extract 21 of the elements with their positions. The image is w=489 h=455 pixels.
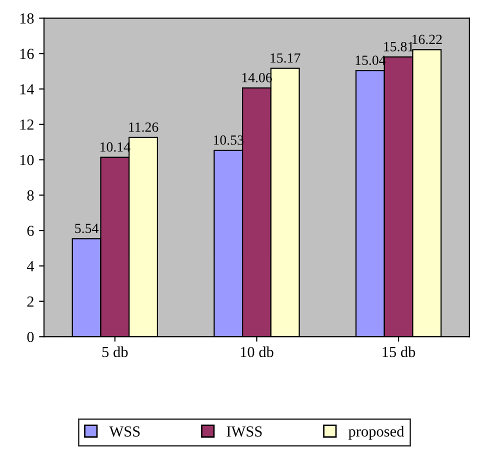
x-tick-label: 10 db	[240, 346, 274, 358]
data-label: 15.81	[384, 42, 414, 52]
data-label: 11.26	[129, 122, 158, 132]
data-label: 15.17	[270, 53, 300, 63]
legend-label: WSS	[109, 426, 140, 437]
y-tick-label: 8	[27, 190, 34, 201]
y-tick-label: 4	[26, 261, 34, 272]
y-tick-label: 18	[20, 13, 34, 24]
y-tick-label: 6	[27, 226, 34, 236]
data-label: 5.54	[75, 224, 98, 234]
y-tick-label: 0	[27, 332, 34, 342]
y-tick-label: 12	[20, 120, 34, 130]
x-tick-label: 5 db	[102, 346, 128, 358]
legend-label: IWSS	[226, 426, 262, 437]
x-tick-label: 15 db	[382, 346, 416, 358]
y-tick-label: 16	[20, 48, 34, 60]
y-tick-label: 10	[20, 154, 34, 166]
legend-label: proposed	[348, 426, 404, 440]
y-tick-label: 14	[20, 84, 34, 94]
data-label: 16.22	[412, 34, 442, 44]
y-tick-label: 2	[27, 296, 34, 307]
